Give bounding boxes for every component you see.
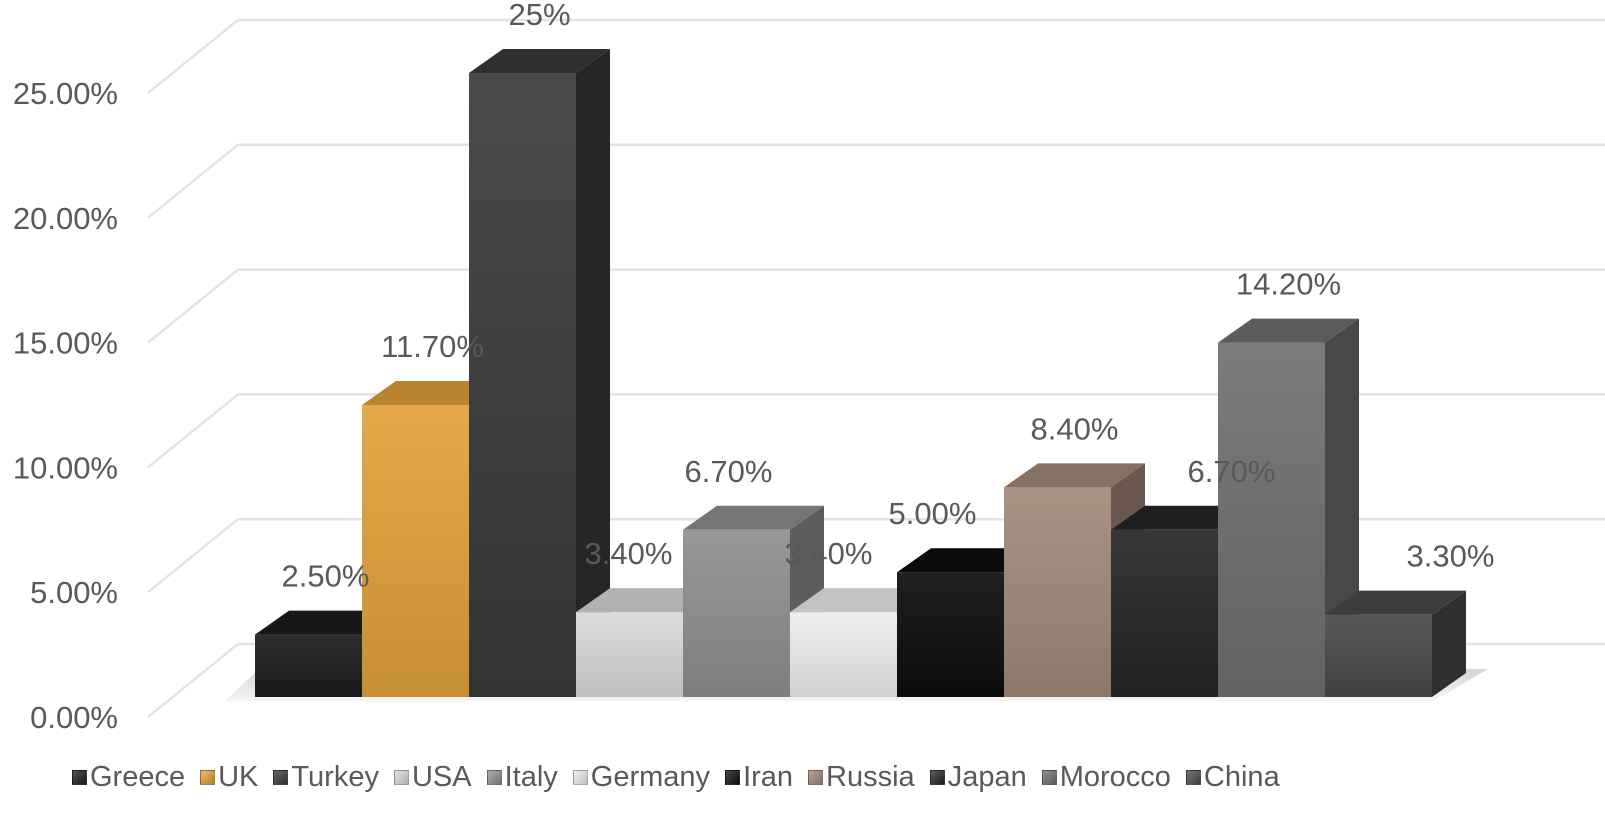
legend-item-japan: Japan <box>929 760 1027 794</box>
data-label: 6.70% <box>685 454 773 489</box>
legend-swatch <box>572 769 588 785</box>
data-label: 3.30% <box>1407 539 1495 574</box>
legend-item-germany: Germany <box>572 760 711 794</box>
bar-top-face <box>255 610 396 635</box>
bar-iran <box>897 548 1038 697</box>
legend-label: Turkey <box>291 760 379 793</box>
y-tick-label: 20.00% <box>13 201 118 236</box>
data-label: 6.70% <box>1188 454 1276 489</box>
legend: Greece UK Turkey USA Italy Germany Iran Russia J… <box>72 757 1592 797</box>
bar-front-face <box>1004 487 1111 697</box>
bar-top-face <box>1325 590 1466 615</box>
legend-label: China <box>1203 760 1280 793</box>
data-label: 11.70% <box>381 329 484 364</box>
bar-front-face <box>255 634 362 697</box>
bar-top-face <box>790 588 931 613</box>
legend-swatch <box>1185 769 1201 785</box>
bar-front-face <box>790 612 897 697</box>
data-label: 25% <box>508 0 570 32</box>
y-tick-label: 25.00% <box>13 76 118 111</box>
gridline <box>147 18 1605 94</box>
legend-label: Iran <box>743 760 794 793</box>
legend-label: Greece <box>90 760 186 793</box>
bar-side-face <box>576 49 610 697</box>
legend-label: UK <box>218 760 259 793</box>
bar-front-face <box>469 73 576 697</box>
y-axis-tick-labels: 0.00% 5.00% 10.00% 15.00% 20.00% 25.00% <box>13 76 118 735</box>
legend-item-russia: Russia <box>808 761 915 794</box>
legend-item-china: China <box>1185 760 1280 794</box>
y-tick-label: 15.00% <box>13 326 118 361</box>
legend-item-usa: USA <box>393 760 472 794</box>
bar-top-face <box>1004 463 1145 488</box>
legend-swatch <box>200 769 216 785</box>
legend-swatch <box>273 769 289 785</box>
bar-china <box>1325 590 1466 697</box>
legend-item-uk: UK <box>200 761 258 794</box>
data-labels: 2.50% 11.70% 25% 3.40% 6.70% 3.40% 5.00% 8.40% 6… <box>282 0 1495 594</box>
legend-label: Japan <box>947 760 1027 793</box>
bar-top-face <box>362 380 503 405</box>
y-tick-label: 5.00% <box>30 575 118 610</box>
legend-label: Russia <box>826 760 915 793</box>
bar-top-face <box>1218 318 1359 343</box>
legend-item-morocco: Morocco <box>1041 760 1171 794</box>
legend-swatch <box>72 769 87 785</box>
data-label: 3.40% <box>585 536 673 571</box>
bar-top-face <box>469 49 610 73</box>
legend-label: Italy <box>504 760 558 793</box>
bar-front-face <box>1218 342 1325 697</box>
legend-item-turkey: Turkey <box>273 761 379 794</box>
bar-side-face <box>1432 590 1466 697</box>
y-tick-label: 0.00% <box>30 700 118 735</box>
bar-top-face <box>683 505 824 530</box>
bar-front-face <box>897 572 1004 697</box>
data-label: 14.20% <box>1236 267 1341 302</box>
data-label: 2.50% <box>282 559 370 594</box>
gridline <box>147 143 1605 219</box>
legend-swatch <box>393 769 409 785</box>
y-tick-label: 10.00% <box>13 450 118 485</box>
legend-item-greece: Greece <box>72 761 185 794</box>
bar-top-face <box>576 588 717 613</box>
legend-label: Germany <box>590 760 711 793</box>
data-label: 3.40% <box>785 536 873 571</box>
legend-swatch <box>486 769 502 785</box>
legend-swatch <box>1041 769 1057 785</box>
gridline <box>147 393 1605 469</box>
legend-item-iran: Iran <box>725 761 793 794</box>
legend-item-italy: Italy <box>486 760 558 794</box>
legend-swatch <box>725 769 741 785</box>
bar-front-face <box>362 404 469 697</box>
bar-top-face <box>897 548 1038 573</box>
bar-top-face <box>1111 505 1252 530</box>
data-label: 5.00% <box>889 496 977 531</box>
bar-front-face <box>683 529 790 697</box>
gridline <box>147 268 1605 344</box>
bar-front-face <box>1325 614 1432 697</box>
bar-front-face <box>576 612 683 697</box>
legend-swatch <box>929 769 945 785</box>
bar-turkey <box>469 49 610 697</box>
bar-front-face <box>1111 529 1218 697</box>
legend-label: USA <box>411 760 472 793</box>
legend-label: Morocco <box>1059 760 1171 793</box>
bars <box>255 49 1466 697</box>
data-label: 8.40% <box>1031 411 1119 446</box>
legend-swatch <box>808 769 824 785</box>
